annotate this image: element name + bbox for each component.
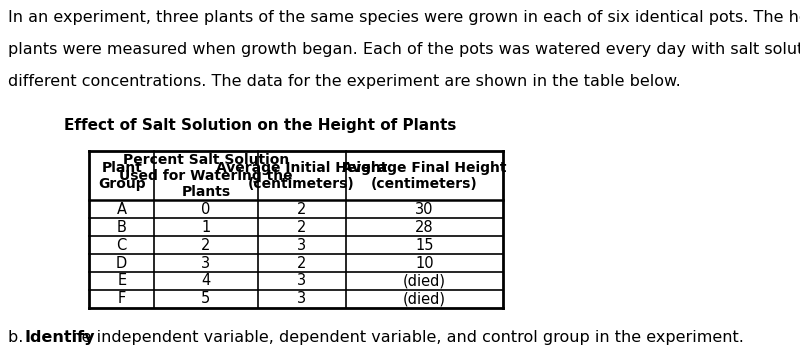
Text: 3: 3 [297,237,306,253]
Text: 5: 5 [201,291,210,306]
Text: F: F [118,291,126,306]
Text: 2: 2 [297,256,306,271]
Text: Identify: Identify [25,330,95,345]
Text: (died): (died) [403,291,446,306]
Text: 3: 3 [297,273,306,289]
Text: 4: 4 [201,273,210,289]
Text: 10: 10 [415,256,434,271]
Text: B: B [117,220,126,235]
Text: In an experiment, three plants of the same species were grown in each of six ide: In an experiment, three plants of the sa… [7,10,800,25]
Text: Average Final Height
(centimeters): Average Final Height (centimeters) [342,161,506,191]
Text: 2: 2 [201,237,210,253]
Text: 15: 15 [415,237,434,253]
Text: 3: 3 [202,256,210,271]
Text: Effect of Salt Solution on the Height of Plants: Effect of Salt Solution on the Height of… [64,118,456,133]
Text: different concentrations. The data for the experiment are shown in the table bel: different concentrations. The data for t… [7,73,680,89]
Text: Plant
Group: Plant Group [98,161,146,191]
Text: E: E [117,273,126,289]
Text: b.: b. [7,330,34,345]
Text: plants were measured when growth began. Each of the pots was watered every day w: plants were measured when growth began. … [7,42,800,57]
Text: 28: 28 [415,220,434,235]
Text: 3: 3 [297,291,306,306]
Text: C: C [117,237,127,253]
Text: Percent Salt Solution
Used for Watering the
Plants: Percent Salt Solution Used for Watering … [119,153,293,199]
Text: 0: 0 [201,202,210,217]
Text: 30: 30 [415,202,434,217]
Text: 1: 1 [201,220,210,235]
Text: D: D [116,256,127,271]
Text: 2: 2 [297,220,306,235]
Text: A: A [117,202,126,217]
Text: Average Initial Height
(centimeters): Average Initial Height (centimeters) [216,161,387,191]
Text: the independent variable, dependent variable, and control group in the experimen: the independent variable, dependent vari… [60,330,744,345]
Text: 2: 2 [297,202,306,217]
Text: (died): (died) [403,273,446,289]
